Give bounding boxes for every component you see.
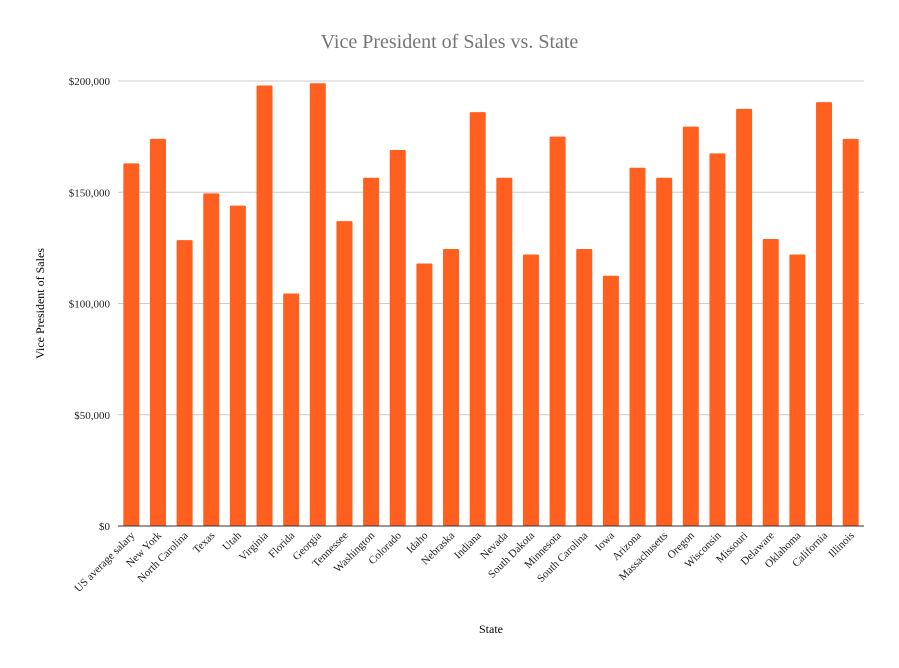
bar xyxy=(336,221,353,527)
x-tick-label: Virginia xyxy=(237,530,271,564)
bar xyxy=(816,102,833,526)
bar xyxy=(682,126,699,527)
x-tick-label: Illinois xyxy=(826,530,857,561)
bar xyxy=(256,85,273,526)
chart-title: Vice President of Sales vs. State xyxy=(321,31,579,53)
bar xyxy=(123,163,140,526)
y-tick-label: $100,000 xyxy=(69,299,111,311)
bar xyxy=(549,136,566,526)
y-axis-title: Vice President of Sales xyxy=(33,248,47,359)
x-tick-label: Texas xyxy=(191,530,218,557)
bar xyxy=(203,193,220,527)
bar xyxy=(176,240,193,526)
bar xyxy=(762,238,779,526)
bar xyxy=(602,275,619,526)
y-tick-label: $50,000 xyxy=(74,410,110,422)
bar xyxy=(629,167,646,526)
x-tick-label: Indiana xyxy=(452,530,484,562)
bar xyxy=(443,248,460,527)
bar xyxy=(842,138,859,526)
bar xyxy=(522,254,539,527)
bar xyxy=(309,83,326,526)
bars xyxy=(123,83,859,527)
y-axis-ticks: $0 $50,000 $100,000 $150,000 $200,000 xyxy=(69,76,111,533)
bar xyxy=(736,108,753,526)
x-axis-title: State xyxy=(479,622,503,636)
bar xyxy=(416,263,433,526)
bar xyxy=(789,254,806,527)
bar xyxy=(576,248,593,527)
bar xyxy=(149,138,166,526)
y-tick-label: $150,000 xyxy=(69,187,111,199)
bar xyxy=(363,177,380,526)
bar xyxy=(229,205,246,526)
y-tick-label: $200,000 xyxy=(69,76,111,88)
bar xyxy=(496,177,513,526)
bar xyxy=(389,149,406,526)
bar xyxy=(469,112,486,527)
bar xyxy=(709,153,726,526)
bar xyxy=(656,177,673,526)
bar xyxy=(283,293,300,526)
y-tick-label: $0 xyxy=(99,521,111,533)
